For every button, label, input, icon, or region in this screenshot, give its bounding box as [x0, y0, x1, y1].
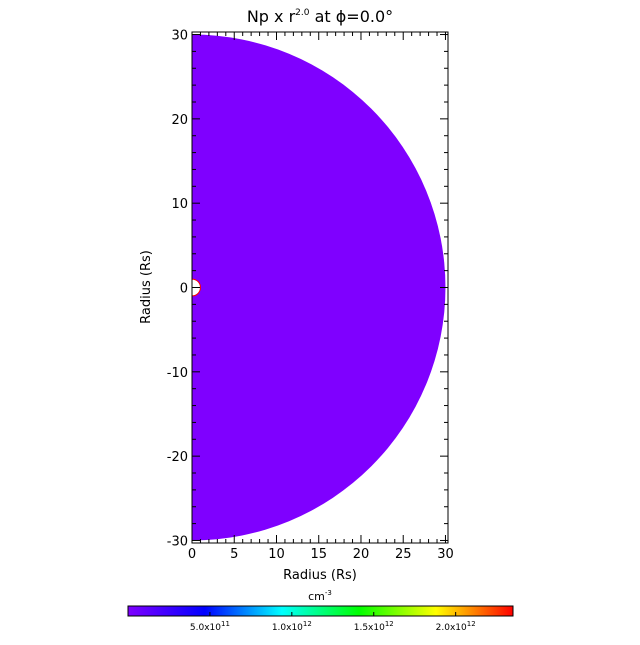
y-tick-label: -30	[167, 534, 188, 549]
density-half-disk	[192, 34, 446, 541]
plot-area	[191, 34, 446, 541]
x-tick-label: 0	[188, 547, 196, 562]
x-tick-label: 15	[310, 547, 327, 562]
y-tick-label: 10	[171, 197, 188, 212]
y-tick-label: -10	[167, 366, 188, 381]
colorbar-tick-label: 1.5x1012	[354, 620, 394, 633]
chart-title: Np x r2.0 at ϕ=0.0°	[247, 7, 393, 26]
x-tick-label: 30	[437, 547, 454, 562]
y-tick-label: 20	[171, 113, 188, 128]
y-tick-label: 30	[171, 29, 188, 44]
colorbar-bar	[127, 605, 514, 617]
x-tick-label: 5	[230, 547, 238, 562]
x-tick-label: 25	[395, 547, 412, 562]
y-tick-label: 0	[180, 282, 188, 297]
y-tick-label: -20	[167, 450, 188, 465]
axes: 0 5 10 15 20 25 30 -30 -20 -10 0 10 20 30	[167, 29, 454, 562]
colorbar-unit: cm-3	[308, 589, 332, 603]
colorbar: 5.0x1011 1.0x1012 1.5x1012 2.0x1012	[127, 605, 514, 633]
x-tick-label: 20	[353, 547, 370, 562]
colorbar-tick-label: 1.0x1012	[272, 620, 312, 633]
colorbar-tick-label: 5.0x1011	[190, 620, 230, 633]
y-axis-label: Radius (Rs)	[139, 250, 154, 324]
x-tick-label: 10	[268, 547, 285, 562]
colorbar-tick-label: 2.0x1012	[436, 620, 476, 633]
x-axis-label: Radius (Rs)	[283, 568, 357, 583]
